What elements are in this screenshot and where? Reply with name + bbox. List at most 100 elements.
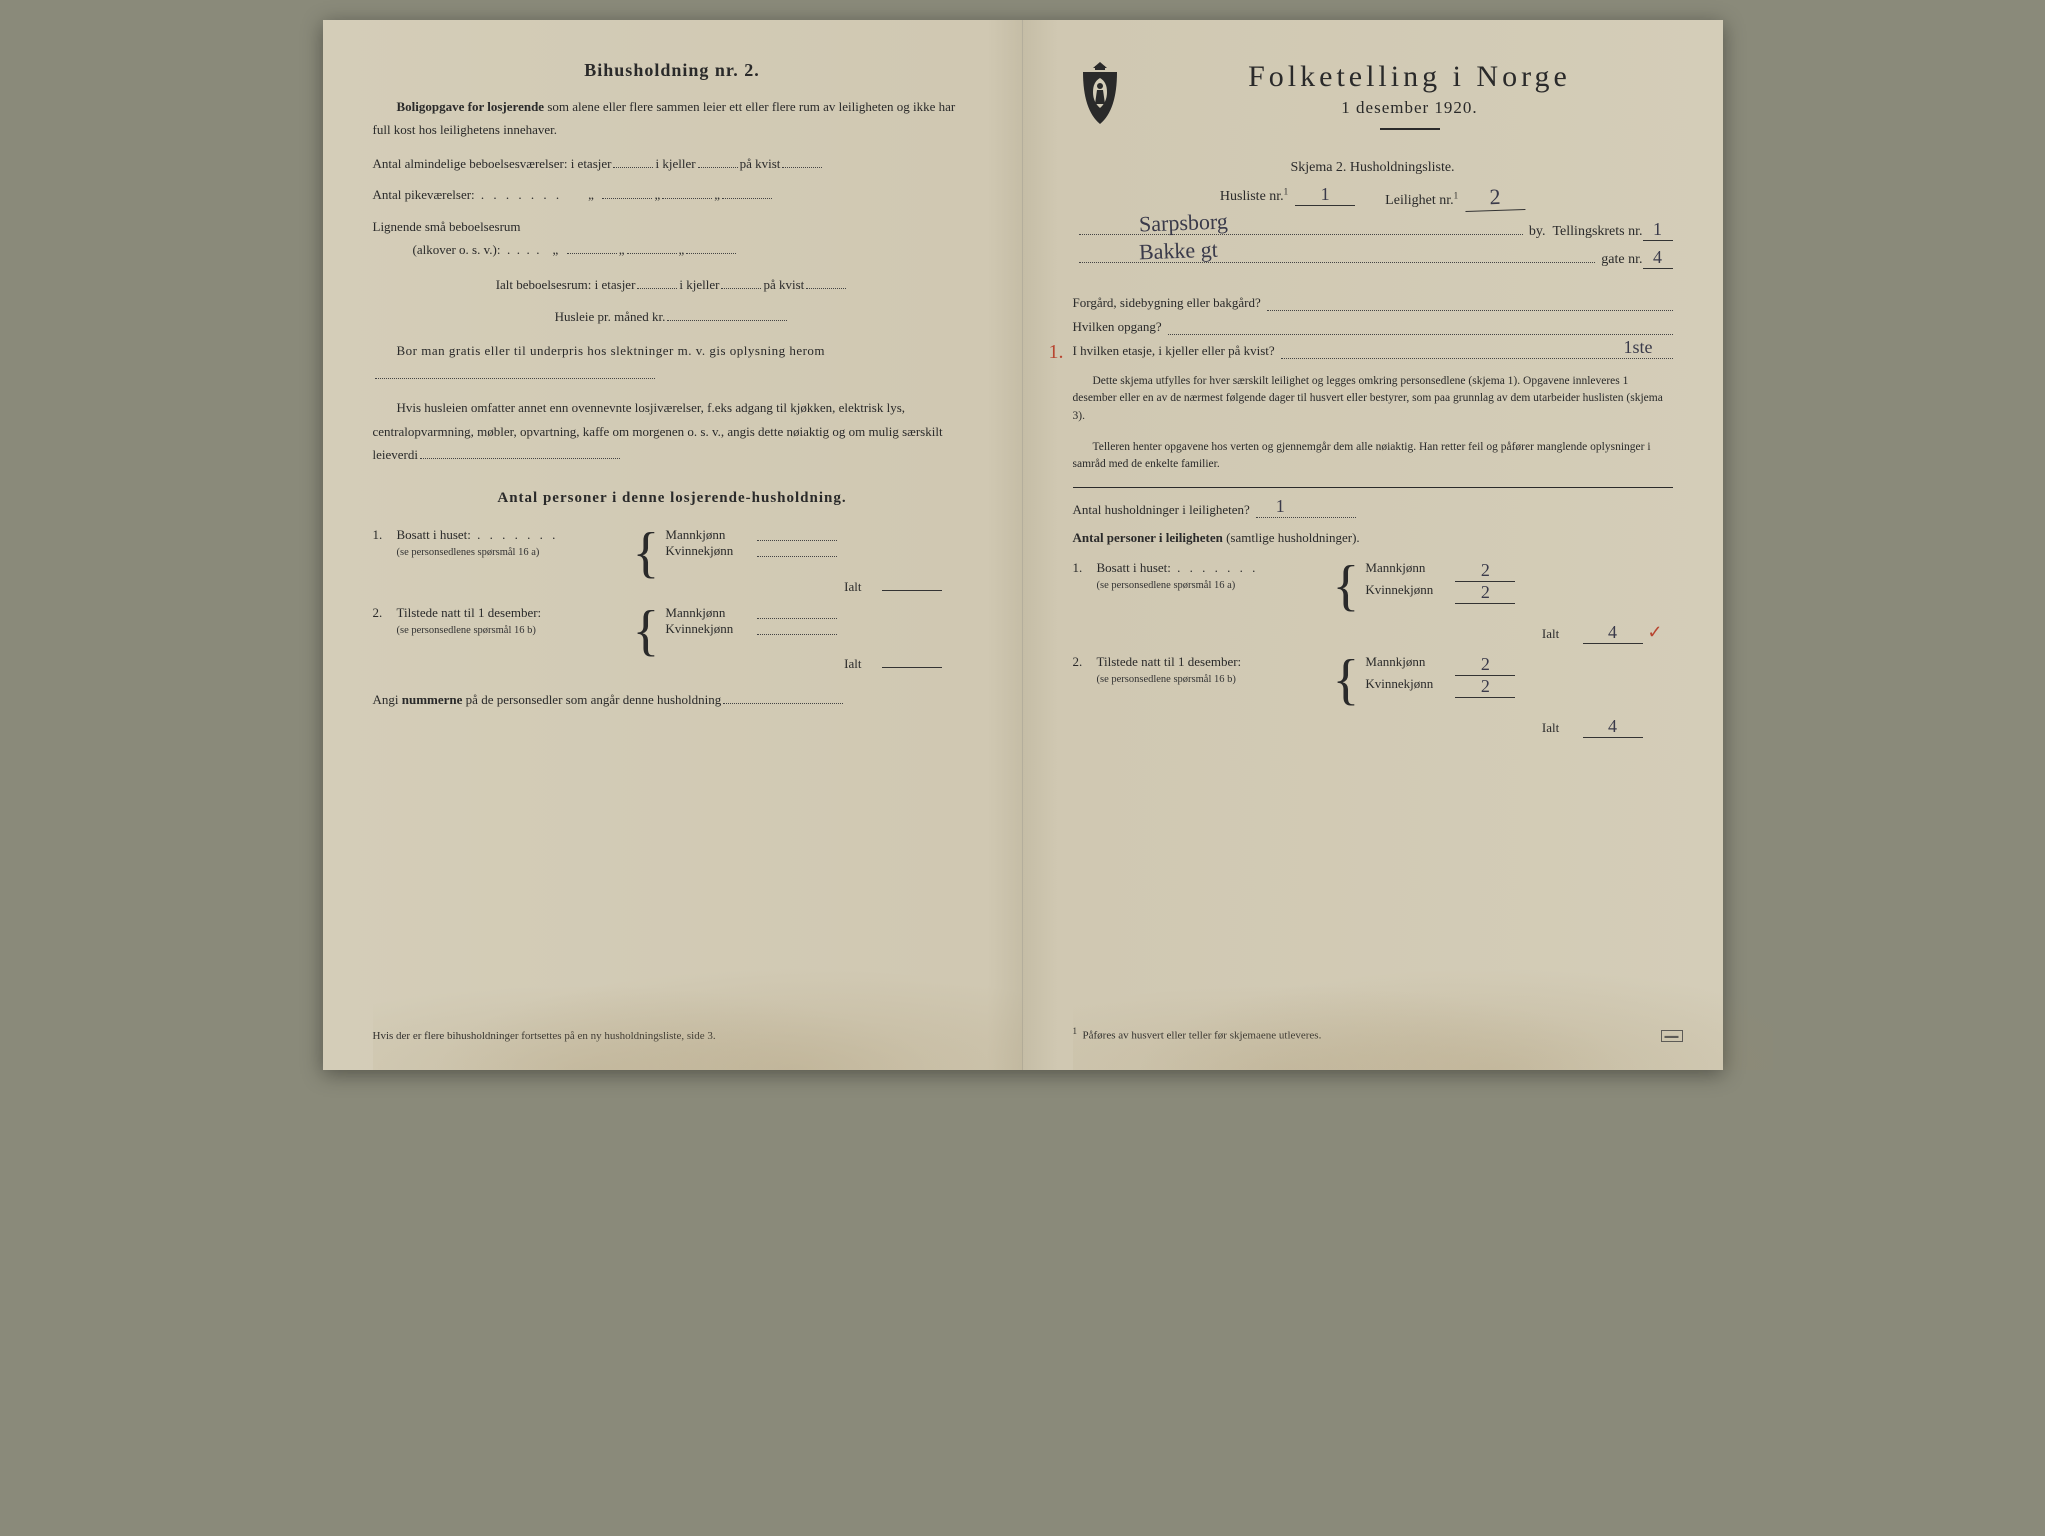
brace-icon: { [1333,570,1360,604]
printer-mark: ▬▬ [1661,1030,1683,1042]
left-person-2: 2. Tilstede natt til 1 desember: (se per… [373,605,972,639]
p1-sub: (se personsedlenes spørsmål 16 a) [397,547,540,558]
mann-label-r1: Mannkjønn [1365,560,1455,582]
para-lead: Boligopgave for losjerende [397,99,545,114]
mann-label: Mannkjønn [665,527,755,543]
right-page: Folketelling i Norge 1 desember 1920. Sk… [1023,20,1723,1070]
footnote-text: Påføres av husvert eller teller før skje… [1083,1030,1322,1042]
maid-row: Antal pikeværelser: „ „„ [373,183,972,206]
right-ialt-2: Ialt 4 [1073,716,1673,738]
angi-row: Angi nummerne på de personsedler som ang… [373,688,972,711]
right-persons: 1. Bosatt i huset: (se personsedlene spø… [1073,560,1673,738]
similar-label-2: (alkover o. s. v.): [413,242,501,257]
ialt-rooms-row: Ialt beboelsesrum: i etasjer i kjeller på … [373,275,972,293]
rooms-row: Antal almindelige beboelsesværelser: i e… [373,152,972,175]
antal-pers-rest: (samtlige husholdninger). [1223,530,1360,545]
q2-row: Hvilken opgang? [1073,319,1673,335]
p1-num: 1. [373,527,397,543]
antal-pers-heading: Antal personer i leiligheten (samtlige h… [1073,526,1673,549]
kvinne-label-r2: Kvinnekjønn [1365,676,1455,698]
p2-sub: (se personsedlene spørsmål 16 b) [397,625,536,636]
rp2-kvinne-val: 2 [1455,676,1515,698]
kvist-label: på kvist [740,156,781,171]
rp2-sub: (se personsedlene spørsmål 16 b) [1097,674,1236,685]
ialt-label-r2: Ialt [1542,720,1559,735]
kvinne-label: Kvinnekjønn [665,543,755,559]
instructions-1: Dette skjema utfylles for hver særskilt … [1073,373,1673,425]
krets-label: Tellingskrets nr. [1552,224,1642,240]
city-val: Sarpsborg [1138,208,1228,237]
rp2-label: Tilstede natt til 1 desember: [1097,654,1242,669]
right-person-2: 2. Tilstede natt til 1 desember: (se per… [1073,654,1673,698]
form-id: Skjema 2. Husholdningsliste. [1073,160,1673,176]
rp1-kvinne-val: 2 [1455,582,1515,604]
ialt-rooms-label: Ialt beboelsesrum: i etasjer [496,277,636,292]
kjeller-label-2: i kjeller [679,277,719,292]
q2-label: Hvilken opgang? [1073,319,1162,335]
meta-row-1: Husliste nr.1 1 Leilighet nr.1 2 [1073,184,1673,211]
gate-val: 4 [1643,247,1673,269]
red-mark: 1. [1049,341,1064,364]
rooms-label: Antal almindelige beboelsesværelser: i e… [373,156,612,171]
mann-label-r2: Mannkjønn [1365,654,1455,676]
date-line: 1 desember 1920. [1147,98,1673,118]
similar-row-2: (alkover o. s. v.): . . . . „ „„ [373,238,972,261]
left-page: Bihusholdning nr. 2. Boligopgave for los… [323,20,1023,1070]
paper-stain-right [1073,950,1773,1070]
persons-title: Antal personer i denne losjerende-hushol… [373,490,972,507]
angi-pre: Angi [373,692,402,707]
right-person-1: 1. Bosatt i huset: (se personsedlene spø… [1073,560,1673,604]
left-ialt-1: Ialt [373,579,972,595]
brace-icon: { [633,615,660,649]
rp1-sub: (se personsedlene spørsmål 16 a) [1097,580,1236,591]
q3-label: I hvilken etasje, i kjeller eller på kvi… [1073,343,1275,359]
document-spread: Bihusholdning nr. 2. Boligopgave for los… [323,20,1723,1070]
p1-label: Bosatt i huset: [397,527,559,542]
rp2-mann-val: 2 [1455,654,1515,676]
antal-hush-label: Antal husholdninger i leiligheten? [1073,502,1250,518]
kjeller-label: i kjeller [655,156,695,171]
footnote-sup: 1 [1073,1026,1078,1036]
rp1-ialt-val: 4✓ [1583,622,1643,644]
angi-rest: på de personsedler som angår denne husho… [462,692,721,707]
brace-icon: { [1333,664,1360,698]
leilighet-val: 2 [1465,183,1526,212]
instructions-2: Telleren henter opgavene hos verten og g… [1073,439,1673,474]
check-mark: ✓ [1647,622,1662,643]
left-ialt-2: Ialt [373,656,972,672]
similar-row-1: Lignende små beboelsesrum [373,215,972,238]
para-boligopgave: Boligopgave for losjerende som alene ell… [373,95,972,142]
rp1-mann-val: 2 [1455,560,1515,582]
paper-stain [373,950,1072,1070]
coat-of-arms-icon [1073,60,1127,128]
q1-row: Forgård, sidebygning eller bakgård? [1073,295,1673,311]
header: Folketelling i Norge 1 desember 1920. [1073,60,1673,146]
antal-hush-val: 1 [1276,496,1285,517]
brace-icon: { [633,537,660,571]
kvinne-label-r1: Kvinnekjønn [1365,582,1455,604]
rent-row: Husleie pr. måned kr. [373,307,972,325]
rp1-num: 1. [1073,560,1097,576]
by-label: by. [1529,224,1546,240]
street-row: Bakke gt gate nr. 4 [1073,247,1673,269]
antal-hush-row: Antal husholdninger i leiligheten? 1 [1073,502,1673,518]
husliste-label: Husliste nr. [1220,189,1284,204]
kvist-label-2: på kvist [763,277,804,292]
street-val: Bakke gt [1138,237,1218,266]
title-rule [1380,128,1440,130]
rent-label: Husleie pr. måned kr. [555,309,666,324]
rp2-ialt-val: 4 [1583,716,1643,738]
left-person-1: 1. Bosatt i huset: (se personsedlenes sp… [373,527,972,561]
ialt-label: Ialt [844,579,861,594]
similar-label-1: Lignende små beboelsesrum [373,219,521,234]
gratis-para: Bor man gratis eller til underpris hos s… [373,339,972,386]
left-footer: Hvis der er flere bihusholdninger fortse… [373,1030,972,1042]
q3-val: 1ste [1624,337,1653,358]
mann-label-2: Mannkjønn [665,605,755,621]
krets-val: 1 [1643,219,1673,241]
ialt-label-r1: Ialt [1542,626,1559,641]
right-footnote: 1 Påføres av husvert eller teller før sk… [1073,1026,1673,1042]
extra-para: Hvis husleien omfatter annet enn ovennev… [373,396,972,466]
left-persons: 1. Bosatt i huset: (se personsedlenes sp… [373,527,972,672]
antal-pers-bold: Antal personer i leiligheten [1073,530,1223,545]
